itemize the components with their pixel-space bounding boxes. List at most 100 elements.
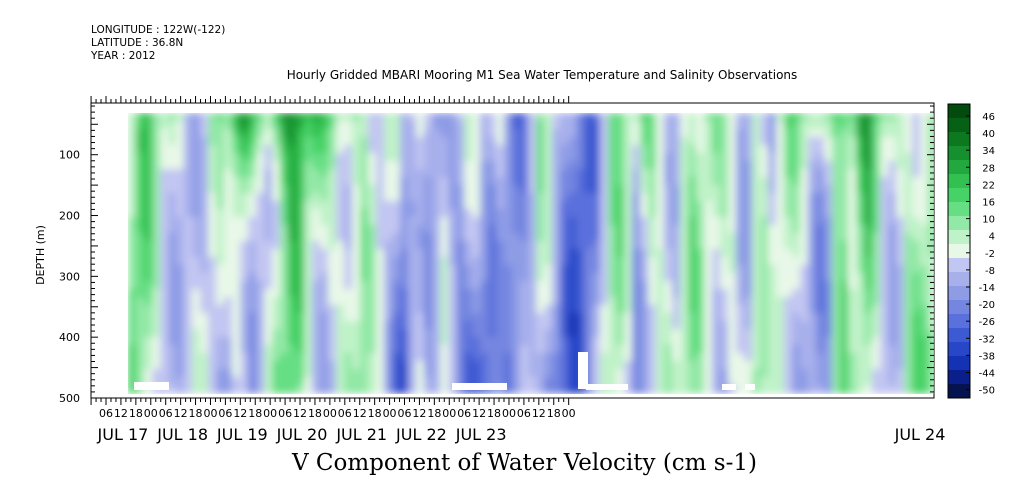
colorbar-label: 40 [982, 129, 995, 140]
velocity-cell [904, 161, 913, 170]
velocity-cell [128, 113, 137, 122]
velocity-cell [496, 225, 505, 234]
velocity-cell [904, 129, 913, 138]
velocity-cell [168, 385, 177, 394]
velocity-cell [256, 369, 265, 378]
velocity-cell [856, 329, 865, 338]
velocity-cell [784, 185, 793, 194]
velocity-cell [704, 121, 713, 130]
velocity-cell [728, 177, 737, 186]
velocity-cell [528, 273, 537, 282]
velocity-cell [480, 249, 489, 258]
velocity-cell [232, 137, 241, 146]
velocity-cell [880, 329, 889, 338]
velocity-cell [872, 121, 881, 130]
velocity-cell [520, 185, 529, 194]
velocity-cell [208, 385, 217, 394]
colorbar-swatch [948, 370, 970, 385]
velocity-cell [344, 209, 353, 218]
velocity-cell [416, 385, 425, 394]
velocity-cell [720, 281, 729, 290]
velocity-cell [328, 249, 337, 258]
velocity-cell [400, 153, 409, 162]
velocity-cell [520, 113, 529, 122]
velocity-cell [168, 265, 177, 274]
velocity-cell [144, 377, 153, 386]
velocity-cell [216, 193, 225, 202]
velocity-cell [864, 121, 873, 130]
velocity-cell [272, 185, 281, 194]
velocity-cell [360, 185, 369, 194]
velocity-cell [704, 265, 713, 274]
velocity-cell [288, 281, 297, 290]
velocity-cell [288, 121, 297, 130]
velocity-cell [360, 305, 369, 314]
velocity-cell [536, 185, 545, 194]
velocity-cell [760, 129, 769, 138]
velocity-cell [864, 233, 873, 242]
velocity-cell [560, 337, 569, 346]
velocity-cell [464, 233, 473, 242]
velocity-cell [280, 353, 289, 362]
velocity-cell [456, 113, 465, 122]
velocity-cell [632, 337, 641, 346]
velocity-cell [280, 249, 289, 258]
velocity-cell [848, 345, 857, 354]
velocity-cell [288, 113, 297, 122]
velocity-cell [752, 265, 761, 274]
velocity-cell [704, 137, 713, 146]
velocity-cell [872, 305, 881, 314]
velocity-cell [520, 217, 529, 226]
velocity-cell [328, 129, 337, 138]
velocity-cell [296, 201, 305, 210]
velocity-cell [688, 297, 697, 306]
velocity-cell [352, 225, 361, 234]
velocity-cell [512, 337, 521, 346]
velocity-cell [584, 169, 593, 178]
velocity-cell [760, 313, 769, 322]
velocity-cell [472, 145, 481, 154]
velocity-cell [392, 249, 401, 258]
velocity-cell [536, 337, 545, 346]
velocity-cell [128, 297, 137, 306]
velocity-cell [128, 377, 137, 386]
velocity-cell [504, 377, 513, 386]
velocity-cell [904, 217, 913, 226]
velocity-cell [760, 305, 769, 314]
velocity-cell [920, 281, 929, 290]
velocity-cell [256, 337, 265, 346]
velocity-cell [464, 113, 473, 122]
velocity-cell [512, 313, 521, 322]
velocity-cell [448, 209, 457, 218]
velocity-cell [912, 209, 921, 218]
velocity-cell [496, 233, 505, 242]
velocity-cell [416, 353, 425, 362]
velocity-cell [896, 121, 905, 130]
velocity-cell [808, 233, 817, 242]
velocity-cell [448, 329, 457, 338]
velocity-cell [176, 353, 185, 362]
velocity-cell [768, 249, 777, 258]
velocity-cell [168, 121, 177, 130]
velocity-cell [160, 305, 169, 314]
velocity-cell [496, 137, 505, 146]
velocity-cell [728, 257, 737, 266]
velocity-cell [256, 305, 265, 314]
velocity-cell [768, 217, 777, 226]
velocity-cell [240, 377, 249, 386]
velocity-cell [240, 177, 249, 186]
velocity-cell [424, 153, 433, 162]
velocity-cell [760, 241, 769, 250]
velocity-cell [472, 305, 481, 314]
velocity-cell [528, 345, 537, 354]
velocity-cell [544, 153, 553, 162]
velocity-cell [440, 361, 449, 370]
velocity-cell [440, 305, 449, 314]
velocity-cell [264, 353, 273, 362]
velocity-cell [592, 193, 601, 202]
velocity-cell [560, 353, 569, 362]
velocity-cell [360, 281, 369, 290]
velocity-cell [648, 185, 657, 194]
velocity-cell [888, 361, 897, 370]
velocity-cell [832, 265, 841, 274]
